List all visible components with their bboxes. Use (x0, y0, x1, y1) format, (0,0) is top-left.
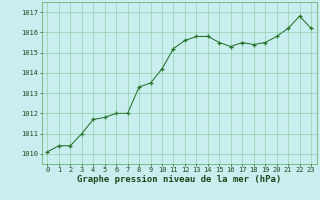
X-axis label: Graphe pression niveau de la mer (hPa): Graphe pression niveau de la mer (hPa) (77, 175, 281, 184)
